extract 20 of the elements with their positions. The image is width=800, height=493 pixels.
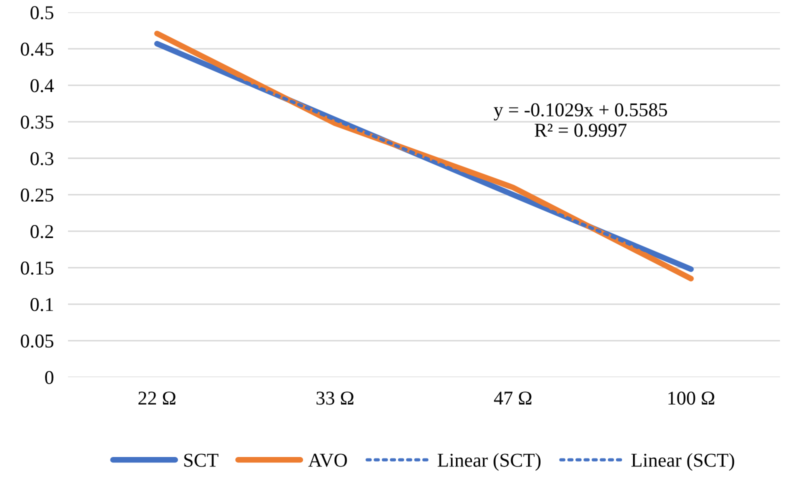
y-tick-label: 0.45 xyxy=(20,42,54,56)
y-tick-label: 0.05 xyxy=(20,334,54,348)
legend-label: Linear (SCT) xyxy=(631,453,734,471)
y-tick-label: 0.35 xyxy=(20,116,54,129)
legend-label: Linear (SCT) xyxy=(438,453,541,471)
x-tick-label: 100 Ω xyxy=(668,392,714,405)
x-tick-label: 33 Ω xyxy=(316,392,354,405)
y-tick-label: 0.4 xyxy=(30,79,54,92)
y-tick-label: 0.5 xyxy=(30,6,54,20)
legend-label: AVO xyxy=(308,454,347,467)
y-tick-label: 0.25 xyxy=(20,188,54,202)
y-tick-label: 0.2 xyxy=(30,225,54,238)
annotation: y = -0.1029x + 0.5585 R² = 0.9997 xyxy=(494,103,667,137)
x-tick-label: 22 Ω xyxy=(138,392,176,405)
y-tick-label: 0.15 xyxy=(20,262,54,275)
legend-label: SCT xyxy=(184,454,218,467)
y-tick-label: 0.3 xyxy=(30,152,54,166)
y-tick-label: 0.1 xyxy=(30,298,53,312)
y-tick-label: 0 xyxy=(45,370,54,384)
x-tick-label: 47 Ω xyxy=(494,392,532,405)
